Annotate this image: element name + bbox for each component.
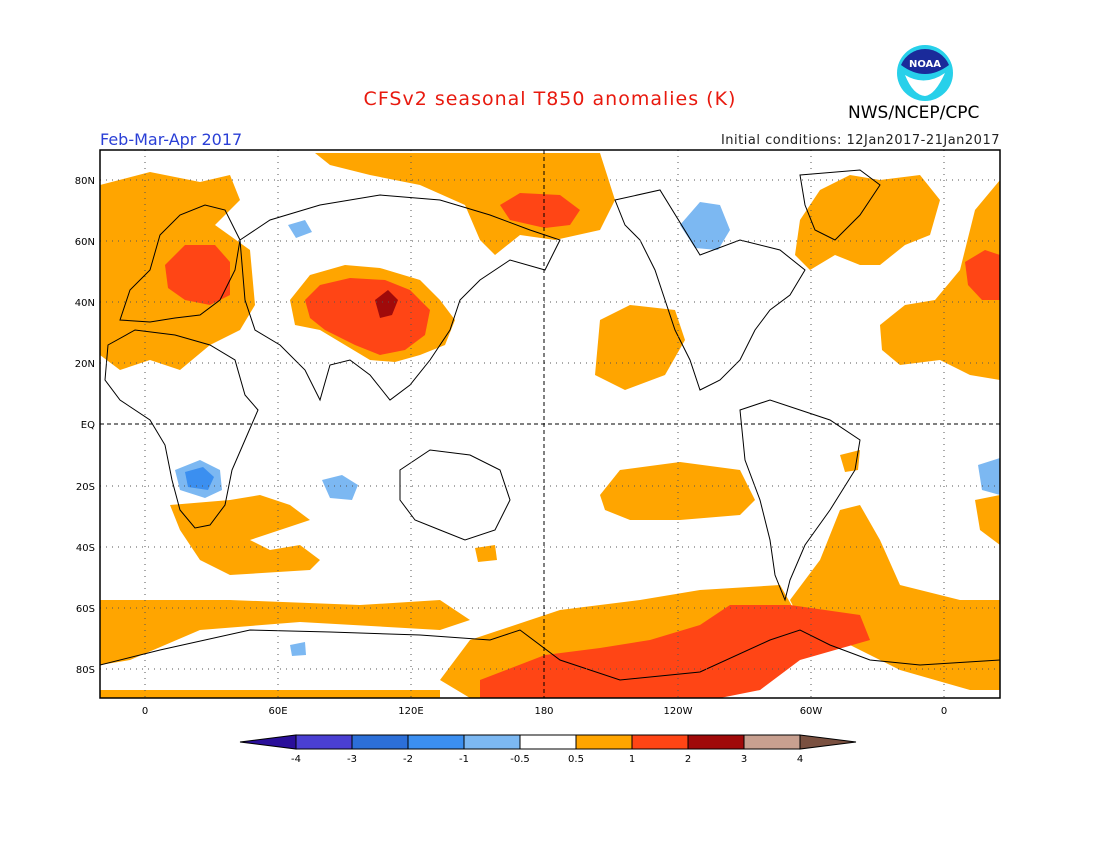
- coastline-north-america: [614, 189, 806, 391]
- coastlines: [100, 169, 1000, 681]
- latitude-labels: 80N 60N 40N 20N EQ 20S 40S 60S 80S: [75, 176, 95, 676]
- lon-label: 60W: [800, 706, 823, 717]
- coastline-europe: [119, 204, 241, 323]
- colorbar-tick-label: 2: [685, 754, 691, 765]
- anomaly-greenland-blue: [680, 202, 730, 250]
- colorbar-segment: [519, 734, 577, 750]
- forecast-period: Feb-Mar-Apr 2017: [100, 130, 243, 149]
- coastline-africa: [104, 329, 259, 529]
- anomaly-shading: [100, 153, 1000, 698]
- anomaly-europe-red-east: [965, 250, 1000, 300]
- map-frame: [99, 149, 1001, 699]
- anomaly-southern-africa-blue-core: [185, 467, 214, 490]
- anomaly-siberia-red: [500, 193, 580, 228]
- map-gridlines: [100, 150, 1000, 698]
- lat-label: 60N: [75, 237, 95, 248]
- colorbar-segment: [743, 734, 801, 750]
- anomaly-southern-ocean-bottom: [100, 690, 440, 698]
- colorbar-segment: [295, 734, 353, 750]
- anomaly-indian-ocean-blue: [322, 475, 358, 500]
- colorbar-tick-label: -2: [403, 754, 413, 765]
- anomaly-asia-red: [305, 278, 430, 355]
- lon-label: 120E: [398, 706, 423, 717]
- lat-label: EQ: [81, 420, 95, 431]
- anomaly-europe-red: [165, 245, 230, 305]
- anomaly-arctic-pacific: [315, 153, 615, 255]
- colorbar-arrow-max: [799, 734, 857, 750]
- colorbar-tick-label: 3: [741, 754, 747, 765]
- colorbar-tick-label: -4: [291, 754, 301, 765]
- colorbar-tick-label: 4: [797, 754, 803, 765]
- noaa-logo-gull: [905, 73, 945, 96]
- lon-label: 180: [534, 706, 553, 717]
- colorbar-tick-label: -3: [347, 754, 357, 765]
- anomaly-asia-darkred: [375, 290, 398, 318]
- colorbar-segment: [575, 734, 633, 750]
- anomaly-south-atlantic-east: [975, 495, 1000, 545]
- map-reference-lines: [100, 150, 1000, 698]
- colorbar-tick-label: 1: [629, 754, 635, 765]
- lon-label: 0: [142, 706, 148, 717]
- colorbar-segment: [631, 734, 689, 750]
- anomaly-southern-africa: [170, 495, 320, 575]
- colorbar-segment: [407, 734, 465, 750]
- anomaly-atlantic-north: [795, 175, 940, 270]
- anomaly-north-pacific: [595, 305, 685, 390]
- initial-conditions: Initial conditions: 12Jan2017-21Jan2017: [720, 133, 1000, 148]
- anomaly-southern-ocean-west: [100, 600, 470, 665]
- coastline-antarctica: [100, 629, 1000, 681]
- anomaly-south-america-east: [790, 505, 1000, 690]
- noaa-logo: NOAA: [897, 45, 953, 101]
- anomaly-antarctic-blue: [290, 642, 306, 656]
- anomaly-small-patch-2: [840, 450, 860, 472]
- lat-label: 80S: [76, 665, 95, 676]
- longitude-labels: 0 60E 120E 180 120W 60W 0: [142, 706, 947, 717]
- noaa-logo-top: [901, 49, 949, 74]
- lat-label: 20S: [76, 482, 95, 493]
- anomaly-antarctic-red: [480, 605, 870, 698]
- agency-label: NWS/NCEP/CPC: [848, 103, 980, 123]
- coastline-australia: [399, 449, 511, 541]
- anomaly-arctic-blue: [288, 220, 312, 238]
- colorbar-tick-label: -0.5: [510, 754, 530, 765]
- coastline-greenland: [799, 169, 881, 241]
- lon-label: 120W: [664, 706, 693, 717]
- lon-label: 60E: [268, 706, 287, 717]
- lat-label: 40S: [76, 543, 95, 554]
- colorbar-arrow-min: [239, 734, 297, 750]
- colorbar: -4 -3 -2 -1 -0.5 0.5 1 2 3 4: [239, 734, 857, 765]
- lat-label: 80N: [75, 176, 95, 187]
- colorbar-segment: [687, 734, 745, 750]
- noaa-logo-text: NOAA: [909, 59, 941, 70]
- anomaly-south-pacific: [600, 462, 755, 520]
- anomaly-europe-east: [880, 180, 1000, 380]
- anomaly-small-patch-1: [475, 545, 497, 562]
- colorbar-tick-label: 0.5: [568, 754, 584, 765]
- colorbar-tick-label: -1: [459, 754, 469, 765]
- colorbar-segment: [463, 734, 521, 750]
- map-title: CFSv2 seasonal T850 anomalies (K): [363, 88, 737, 110]
- colorbar-segment: [351, 734, 409, 750]
- lat-label: 60S: [76, 604, 95, 615]
- coastline-asia: [239, 194, 561, 402]
- lat-label: 20N: [75, 359, 95, 370]
- coastline-south-america: [739, 399, 861, 602]
- lat-label: 40N: [75, 298, 95, 309]
- lon-label: 0: [941, 706, 947, 717]
